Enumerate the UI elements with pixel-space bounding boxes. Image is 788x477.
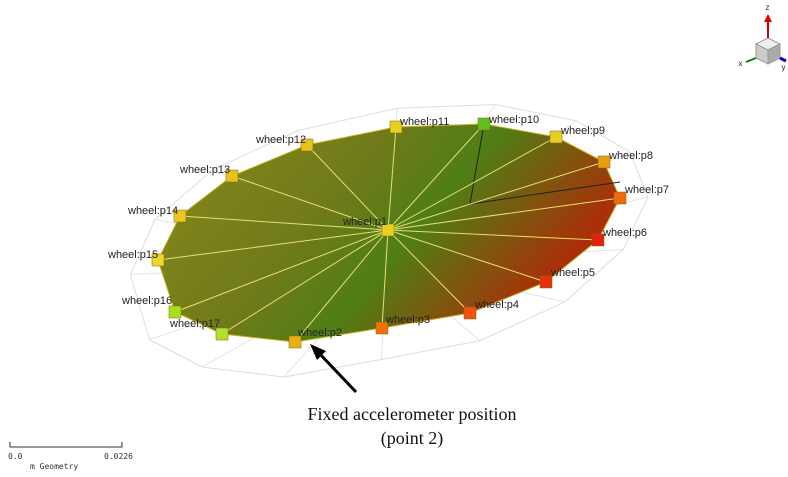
axis-label: y	[781, 63, 786, 72]
point-label: wheel:p12	[255, 134, 306, 146]
point-label: wheel:p9	[560, 125, 605, 137]
axis-label: x	[738, 59, 743, 68]
point-label: wheel:p11	[399, 116, 449, 128]
point-label: wheel:p14	[127, 205, 178, 217]
arrow	[318, 352, 356, 392]
annotation-line: Fixed accelerometer position	[308, 404, 517, 424]
scale-end: 0.0226	[104, 452, 133, 461]
point-label: wheel:p2	[297, 327, 342, 339]
point-label: wheel:p7	[624, 184, 669, 196]
point-label: wheel:p6	[602, 227, 647, 239]
scale-start: 0.0	[8, 452, 23, 461]
scale-unit: m Geometry	[30, 462, 78, 471]
axis-triad: z x y	[738, 3, 786, 72]
point-label: wheel:p17	[169, 318, 220, 330]
annotation-line: (point 2)	[381, 428, 444, 449]
viewer: wheel:p1 wheel:p2 wheel:p3 wheel:p4 wheel:p5…	[0, 0, 788, 477]
point-label: wheel:p5	[550, 267, 595, 279]
point-label: wheel:p4	[474, 299, 519, 311]
point-marker	[169, 306, 181, 318]
scale-bar	[10, 442, 122, 447]
point-label: wheel:p16	[121, 295, 172, 307]
point-label: wheel:p13	[179, 164, 230, 176]
axis-label: z	[765, 3, 770, 12]
point-label: wheel:p1	[342, 216, 387, 228]
point-label: wheel:p8	[608, 150, 653, 162]
point-label: wheel:p3	[385, 314, 430, 326]
point-label: wheel:p15	[107, 249, 158, 261]
point-label: wheel:p10	[488, 114, 539, 126]
